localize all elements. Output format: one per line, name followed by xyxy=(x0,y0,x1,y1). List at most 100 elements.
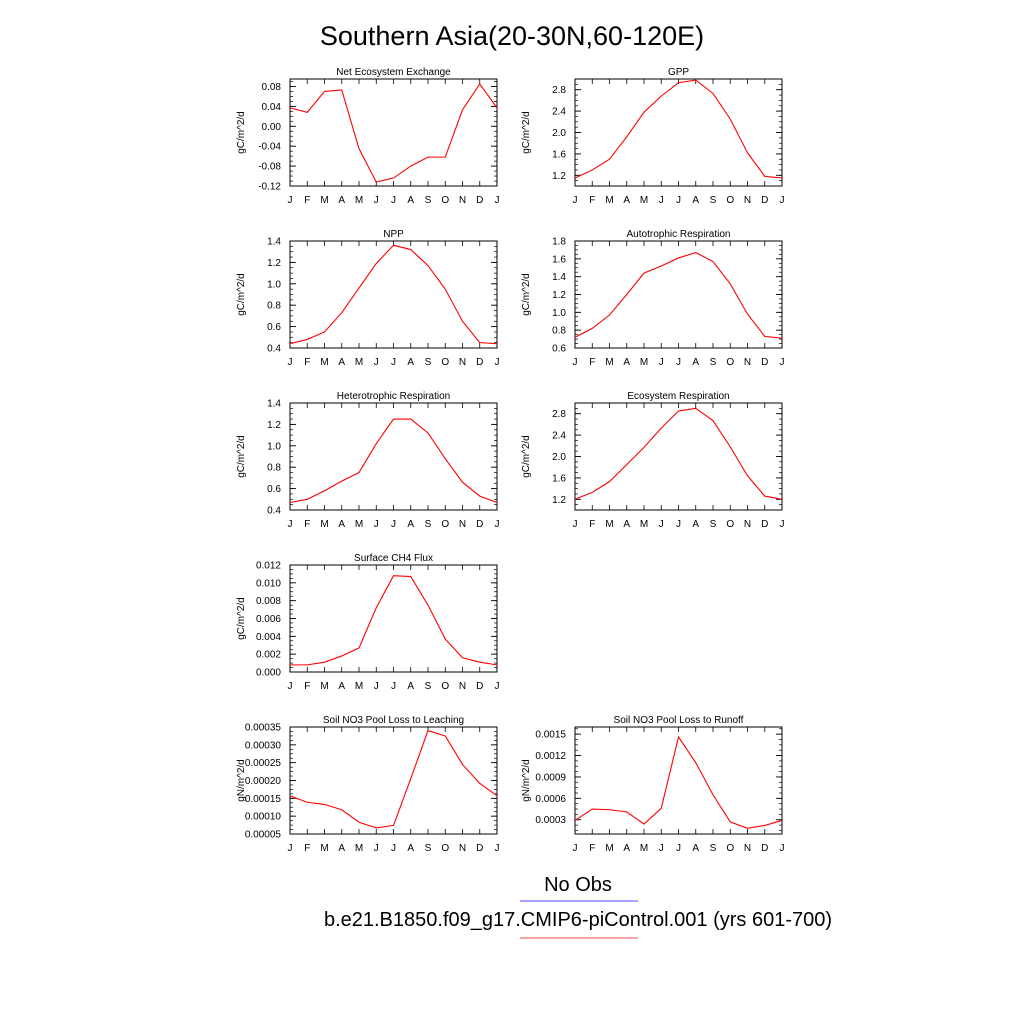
y-tick-label: 0.002 xyxy=(256,650,281,661)
x-tick-label: M xyxy=(640,357,648,368)
y-tick-label: 0.8 xyxy=(552,326,566,337)
x-tick-label: J xyxy=(573,519,578,530)
y-tick-label: 1.2 xyxy=(552,171,566,182)
x-tick-label: J xyxy=(573,843,578,854)
y-tick-label: 1.8 xyxy=(552,237,566,248)
x-tick-label: M xyxy=(355,681,363,692)
x-tick-label: J xyxy=(780,195,785,206)
y-axis-label: gC/m^2/d xyxy=(236,597,247,640)
x-tick-label: O xyxy=(441,681,449,692)
y-tick-label: 0.004 xyxy=(256,632,281,643)
x-tick-label: A xyxy=(623,843,630,854)
panel-title: Ecosystem Respiration xyxy=(627,391,729,402)
x-tick-label: M xyxy=(355,195,363,206)
series-line xyxy=(289,244,498,345)
y-axis-label: gC/m^2/d xyxy=(236,111,247,154)
x-tick-label: M xyxy=(605,357,613,368)
x-tick-label: A xyxy=(623,195,630,206)
x-tick-label: D xyxy=(761,195,768,206)
y-tick-label: 0.000 xyxy=(256,668,281,679)
x-tick-label: J xyxy=(288,681,293,692)
y-tick-label: 2.4 xyxy=(552,107,566,118)
legend-obs-label: No Obs xyxy=(544,874,612,896)
x-tick-label: D xyxy=(761,843,768,854)
x-tick-label: N xyxy=(459,357,466,368)
y-tick-label: 0.4 xyxy=(267,344,281,355)
x-tick-label: M xyxy=(355,519,363,530)
x-tick-label: J xyxy=(288,357,293,368)
y-tick-label: -0.08 xyxy=(258,162,281,173)
y-tick-label: -0.12 xyxy=(258,182,281,193)
panel-title: Soil NO3 Pool Loss to Leaching xyxy=(323,715,464,726)
x-tick-label: J xyxy=(495,195,500,206)
x-tick-label: M xyxy=(355,357,363,368)
x-tick-label: A xyxy=(338,681,345,692)
x-tick-label: F xyxy=(304,195,310,206)
x-tick-label: A xyxy=(692,843,699,854)
y-axis-label: gC/m^2/d xyxy=(236,435,247,478)
x-tick-label: F xyxy=(304,843,310,854)
y-tick-label: 1.0 xyxy=(552,308,566,319)
y-tick-label: 0.00025 xyxy=(245,758,282,769)
y-tick-label: 0.8 xyxy=(267,301,281,312)
panel-title: Autotrophic Respiration xyxy=(627,229,731,240)
x-tick-label: M xyxy=(640,843,648,854)
x-tick-label: D xyxy=(476,195,483,206)
x-tick-label: M xyxy=(320,195,328,206)
y-tick-label: 0.04 xyxy=(262,102,282,113)
y-tick-label: 1.2 xyxy=(552,495,566,506)
x-tick-label: N xyxy=(744,357,751,368)
x-tick-label: A xyxy=(623,519,630,530)
x-tick-label: J xyxy=(288,195,293,206)
x-tick-label: O xyxy=(726,357,734,368)
x-tick-label: J xyxy=(495,519,500,530)
x-tick-label: S xyxy=(425,519,432,530)
y-tick-label: 0.00010 xyxy=(245,812,282,823)
y-tick-label: 0.00035 xyxy=(245,723,282,734)
panel-title: Heterotrophic Respiration xyxy=(337,391,450,402)
y-axis-label: gN/m^2/d xyxy=(521,759,532,802)
x-tick-label: N xyxy=(744,519,751,530)
x-tick-label: M xyxy=(605,843,613,854)
series-line xyxy=(574,251,783,339)
y-tick-label: 1.6 xyxy=(552,254,566,265)
x-tick-label: J xyxy=(391,519,396,530)
y-tick-label: 1.4 xyxy=(552,272,566,283)
x-tick-label: A xyxy=(407,195,414,206)
x-tick-label: N xyxy=(459,681,466,692)
x-tick-label: F xyxy=(589,519,595,530)
x-tick-label: J xyxy=(374,681,379,692)
y-tick-label: 0.0003 xyxy=(535,815,566,826)
y-tick-label: 1.0 xyxy=(267,441,281,452)
y-axis-label: gC/m^2/d xyxy=(521,111,532,154)
x-tick-label: J xyxy=(374,195,379,206)
x-tick-label: J xyxy=(659,843,664,854)
x-tick-label: A xyxy=(407,519,414,530)
x-tick-label: J xyxy=(676,843,681,854)
x-tick-label: O xyxy=(441,843,449,854)
x-tick-label: J xyxy=(676,519,681,530)
x-tick-label: J xyxy=(495,681,500,692)
x-tick-label: J xyxy=(780,519,785,530)
y-tick-label: 2.8 xyxy=(552,409,566,420)
x-tick-label: N xyxy=(459,195,466,206)
y-tick-label: 1.4 xyxy=(267,237,281,248)
y-tick-label: 1.2 xyxy=(267,420,281,431)
y-tick-label: 0.010 xyxy=(256,578,281,589)
x-tick-label: J xyxy=(573,357,578,368)
x-tick-label: S xyxy=(710,195,717,206)
x-tick-label: J xyxy=(288,519,293,530)
x-tick-label: J xyxy=(659,195,664,206)
x-tick-label: F xyxy=(304,357,310,368)
x-tick-label: N xyxy=(459,519,466,530)
x-tick-label: D xyxy=(761,519,768,530)
y-tick-label: 0.0009 xyxy=(535,772,566,783)
x-tick-label: N xyxy=(744,195,751,206)
x-tick-label: A xyxy=(623,357,630,368)
x-tick-label: M xyxy=(355,843,363,854)
